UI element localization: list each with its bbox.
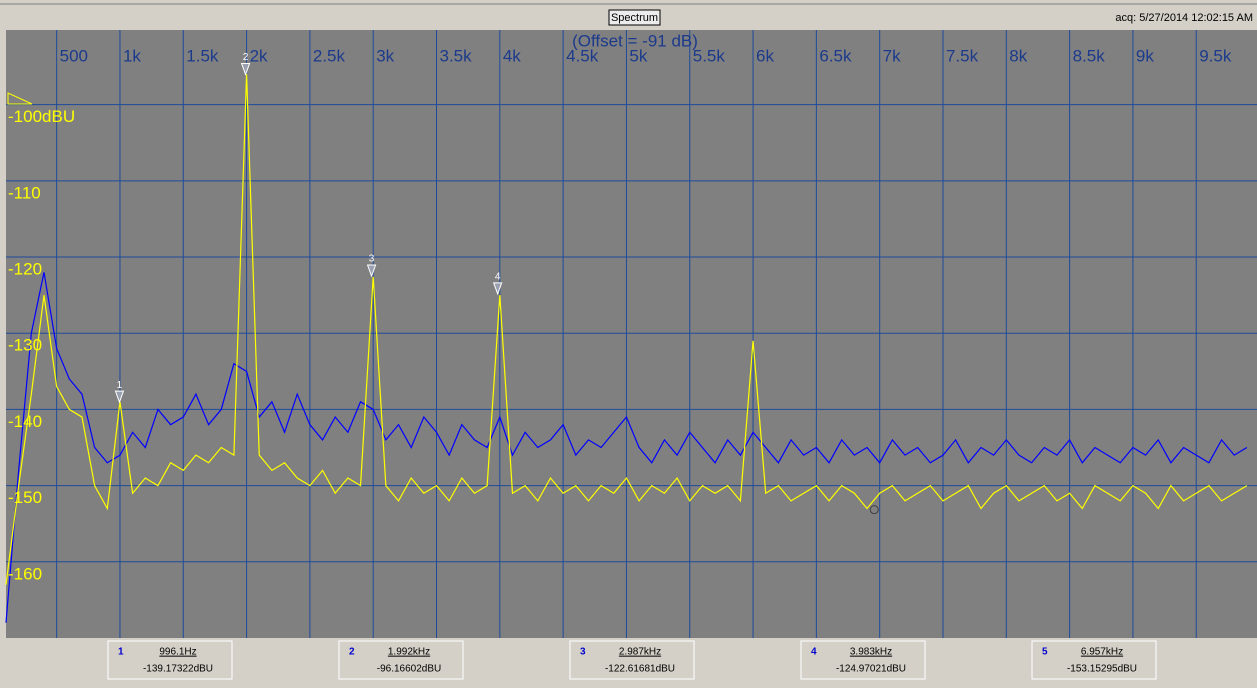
x-tick-label: 500: [60, 46, 88, 65]
readout-level: -124.97021dBU: [836, 664, 906, 675]
readout-box: [107, 640, 233, 680]
x-tick-label: 6.5k: [819, 46, 852, 65]
readout-frequency: 2.987kHz: [619, 647, 661, 658]
left-border: [0, 30, 6, 638]
x-tick-label: 2k: [250, 46, 268, 65]
y-tick-label: -120: [8, 260, 42, 279]
readout-number: 3: [580, 647, 586, 658]
marker-triangle: [366, 264, 377, 278]
marker-number: 2: [243, 52, 249, 63]
x-tick-label: 5k: [629, 46, 647, 65]
readout-box: [1031, 640, 1157, 680]
readout-number: 2: [349, 647, 355, 658]
marker-number: 4: [495, 272, 501, 283]
marker-triangle: [240, 62, 251, 76]
readout-level: -153.15295dBU: [1067, 664, 1137, 675]
x-tick-label: 7k: [883, 46, 901, 65]
readout-number: 1: [118, 647, 124, 658]
readouts: 1 996.1Hz -139.17322dBU 2 1.992kHz -96.16602d…: [107, 640, 1157, 680]
readout-box: [338, 640, 464, 680]
y-tick-label: -100dBU: [8, 107, 75, 126]
x-tick-label: 8.5k: [1073, 46, 1106, 65]
y-tick-label: -160: [8, 564, 42, 583]
x-tick-label: 3.5k: [440, 46, 473, 65]
marker-triangle: [492, 282, 503, 296]
offset-subtitle: (Offset = -91 dB): [572, 31, 698, 50]
marker-triangle: [114, 390, 125, 404]
x-tick-label: 8k: [1009, 46, 1027, 65]
marker-number: 1: [117, 380, 123, 391]
y-tick-label: -110: [8, 183, 41, 202]
x-tick-label: 1k: [123, 46, 141, 65]
readout-box: [800, 640, 926, 680]
x-tick-label: 4k: [503, 46, 521, 65]
x-tick-label: 3k: [376, 46, 394, 65]
readout-number: 4: [811, 647, 817, 658]
marker-number: 3: [369, 254, 375, 265]
x-tick-label: 7.5k: [946, 46, 979, 65]
window-title: Spectrum: [611, 12, 658, 24]
readout-level: -122.61681dBU: [605, 664, 675, 675]
y-tick-label: -140: [8, 412, 42, 431]
readout-number: 5: [1042, 647, 1048, 658]
readout-frequency: 1.992kHz: [388, 647, 430, 658]
x-tick-label: 9.5k: [1199, 46, 1232, 65]
y-tick-label: -150: [8, 488, 42, 507]
readout-level: -139.17322dBU: [143, 664, 213, 675]
y-tick-label: -130: [8, 336, 42, 355]
labels: 500 1k 1.5k 2k 2.5k 3k 3.5k 4k 4.5k 5k 5.5k 6k 6.5k 7…: [8, 46, 1232, 583]
plot-area: [6, 30, 1257, 638]
readout-frequency: 6.957kHz: [1081, 647, 1123, 658]
x-tick-label: 5.5k: [693, 46, 726, 65]
grid: [6, 30, 1257, 638]
readout-frequency: 996.1Hz: [159, 647, 196, 658]
x-tick-label: 4.5k: [566, 46, 599, 65]
x-tick-label: 6k: [756, 46, 774, 65]
reference-marker: [7, 92, 33, 105]
readout-level: -96.16602dBU: [377, 664, 442, 675]
marker-circle: [869, 505, 879, 515]
x-tick-label: 9k: [1136, 46, 1154, 65]
trace: [5, 74, 1248, 585]
traces: [5, 74, 1248, 623]
readout-box: [569, 640, 695, 680]
x-tick-label: 2.5k: [313, 46, 346, 65]
acquisition-time: acq: 5/27/2014 12:02:15 AM: [1115, 12, 1253, 24]
x-tick-label: 1.5k: [186, 46, 219, 65]
trace: [5, 272, 1248, 623]
readout-frequency: 3.983kHz: [850, 647, 892, 658]
title-box: [608, 9, 661, 26]
